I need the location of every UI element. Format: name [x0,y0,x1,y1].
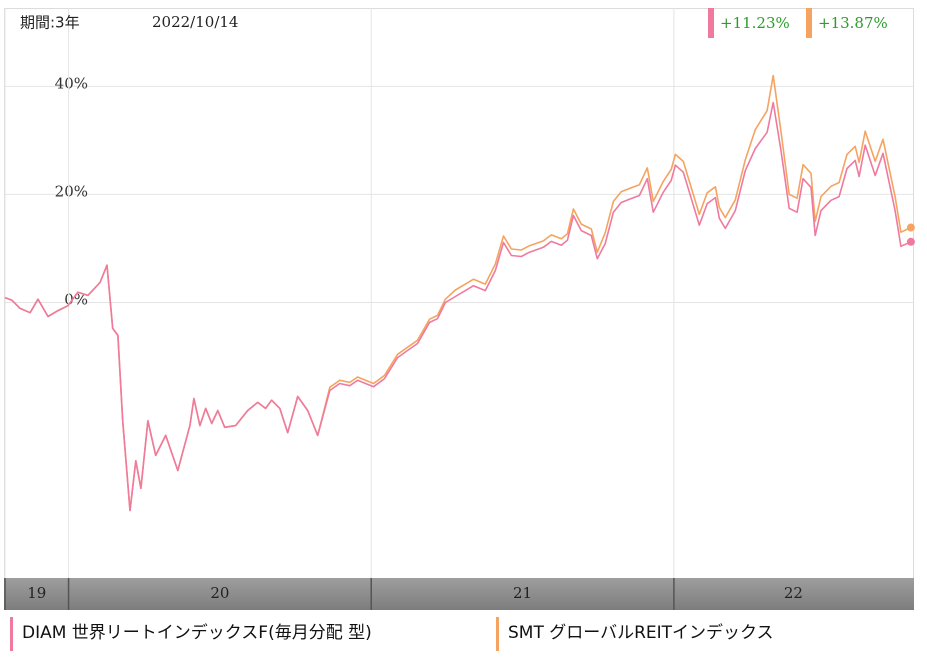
y-tick-label: 40% [55,74,88,92]
legend-label: SMT グローバルREITインデックス [508,622,774,643]
legend-swatch [10,617,13,651]
legend-label: DIAM 世界リートインデックスF(毎月分配 型) [22,622,372,643]
end-label-swatch [708,8,714,38]
end-label: +13.87% [818,14,888,32]
x-tick-label: 21 [513,584,532,602]
date-label: 2022/10/14 [152,13,238,31]
end-label-swatch [806,8,812,38]
end-label: +11.23% [720,14,790,32]
series-line [4,101,912,512]
period-label: 期間:3年 [20,14,80,32]
x-tick-label: 20 [210,584,229,602]
end-marker [906,237,915,246]
end-marker [906,223,915,232]
x-tick-label: 19 [27,584,46,602]
y-tick-label: 20% [55,182,88,200]
legend-swatch [496,617,499,651]
x-tick-label: 22 [784,584,803,602]
x-axis-bar [4,578,914,610]
